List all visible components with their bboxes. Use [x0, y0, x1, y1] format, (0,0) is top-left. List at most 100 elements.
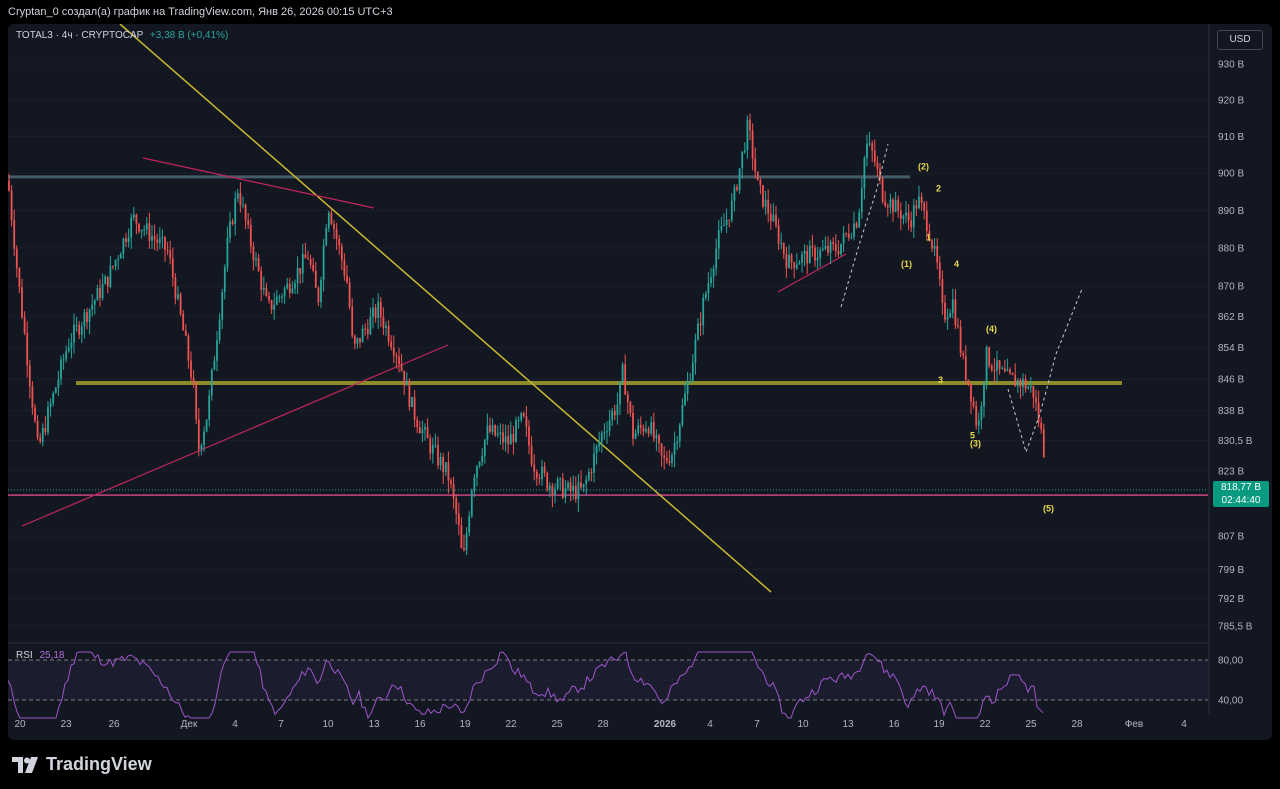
candle-body [1032, 385, 1035, 398]
candle [873, 139, 876, 167]
candle-body [564, 488, 567, 498]
candle [710, 268, 712, 288]
candle-body [517, 419, 520, 421]
candle [764, 190, 767, 215]
candle-body [28, 365, 31, 387]
price-axis: 930 B 920 B 910 B 900 B 890 B 880 B 870 B 862 B… [1218, 60, 1253, 633]
candle-body [912, 205, 915, 228]
last-price-tag: 818,77 B 02:44:40 [1213, 481, 1269, 507]
candle [476, 464, 478, 487]
time-tick-0: 20 [14, 719, 26, 730]
candle [382, 307, 385, 335]
candle-body [171, 258, 174, 278]
candle [998, 360, 1001, 375]
chart-frame[interactable]: (2) 2 1 (1) 4 (4) 3 5 (3) (5) 930 B 920 B 910 B 900 … [8, 24, 1272, 740]
price-tick-6: 870 B [1218, 281, 1244, 292]
candle [712, 265, 715, 288]
candle-body [491, 425, 494, 432]
candle [684, 381, 686, 407]
candle [962, 350, 965, 360]
candle [556, 476, 559, 491]
candle [741, 151, 744, 179]
candle [528, 419, 530, 455]
candle-body [1019, 380, 1022, 387]
candle-body [335, 229, 338, 240]
candle [689, 373, 692, 384]
candle-body [972, 401, 975, 407]
candle-body [767, 199, 770, 214]
symbol-label: TOTAL3 · 4ч · CRYPTOCAP [16, 30, 144, 41]
candle [304, 242, 307, 259]
candle-body [728, 219, 731, 221]
candle [169, 240, 172, 265]
candle-body [533, 464, 536, 472]
candle-body [278, 296, 281, 298]
candle-body [143, 229, 146, 231]
candle [338, 234, 341, 255]
candle [1019, 377, 1022, 399]
candle [499, 423, 502, 445]
candle [502, 423, 504, 450]
candle [863, 155, 866, 200]
price-tick-3: 900 B [1218, 169, 1244, 180]
candle-body [577, 482, 580, 500]
candle [236, 188, 239, 203]
candle-body [200, 445, 203, 450]
candle-body [944, 302, 946, 320]
candle [790, 253, 793, 270]
candle-body [426, 427, 429, 439]
candle-body [1024, 378, 1027, 389]
candle-body [593, 453, 595, 473]
candle [62, 353, 65, 371]
wave-label-1: 2 [936, 184, 941, 194]
price-chart[interactable]: (2) 2 1 (1) 4 (4) 3 5(3) (5) 930 B 920 B 910 B 900 … [8, 24, 1272, 740]
candle [395, 352, 398, 369]
candle [174, 273, 177, 305]
tradingview-logo[interactable]: TradingView [12, 754, 152, 775]
candle [171, 247, 174, 287]
candle-body [447, 462, 450, 481]
candle [91, 294, 94, 317]
candle-body [551, 485, 554, 495]
candle-body [697, 323, 699, 340]
candle-body [60, 359, 62, 380]
price-tick-11: 830,5 B [1218, 436, 1253, 447]
candle-body [450, 480, 452, 485]
candle [756, 171, 759, 181]
currency-button[interactable]: USD [1217, 30, 1263, 50]
candle [468, 511, 471, 537]
candle-body [772, 214, 775, 222]
candle [520, 411, 523, 423]
candle-body [863, 158, 866, 189]
rsi-legend[interactable]: RSI 25,18 [16, 650, 64, 661]
candle-body [811, 245, 814, 248]
candle [252, 241, 255, 271]
candle [359, 338, 361, 348]
candle-body [509, 433, 512, 445]
candle [918, 185, 920, 210]
candle [18, 267, 21, 294]
candle [808, 240, 811, 264]
wave-label-0: (2) [918, 161, 929, 171]
wave-labels: (2) 2 1 (1) 4 (4) 3 5(3) (5) [901, 161, 1054, 513]
symbol-legend[interactable]: TOTAL3 · 4ч · CRYPTOCAP +3,38 B (+0,41%) [16, 30, 228, 41]
candle [247, 213, 250, 229]
time-tick-24: 4 [1181, 719, 1187, 730]
candle [699, 312, 702, 336]
candle [184, 323, 187, 337]
candle [140, 229, 143, 239]
candle-body [239, 193, 242, 206]
candle [416, 416, 419, 434]
candle [1037, 390, 1040, 428]
candle-body [652, 421, 655, 439]
candle-body [320, 279, 322, 303]
candle-body [377, 301, 380, 318]
candle-body [304, 254, 307, 259]
candle [83, 308, 86, 339]
candle-body [281, 296, 283, 298]
candle-body [632, 412, 634, 439]
candle-body [788, 254, 790, 268]
candle [941, 270, 944, 315]
candle-body [957, 325, 959, 327]
candle-body [434, 445, 437, 447]
